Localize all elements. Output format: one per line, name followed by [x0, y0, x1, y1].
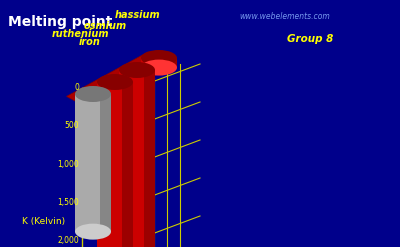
Text: iron: iron — [79, 37, 101, 47]
Polygon shape — [144, 70, 155, 247]
Text: 1,500: 1,500 — [57, 198, 79, 206]
Polygon shape — [66, 52, 170, 108]
Ellipse shape — [141, 50, 177, 66]
Ellipse shape — [97, 74, 133, 90]
Polygon shape — [166, 58, 177, 68]
Text: osmium: osmium — [84, 21, 126, 31]
Text: 2,000: 2,000 — [57, 235, 79, 245]
Polygon shape — [141, 58, 177, 68]
Text: 500: 500 — [64, 122, 79, 130]
Text: 0: 0 — [74, 83, 79, 92]
Polygon shape — [97, 82, 133, 247]
Text: hassium: hassium — [115, 10, 161, 20]
Ellipse shape — [141, 60, 177, 76]
Text: Group 8: Group 8 — [287, 34, 333, 44]
Text: Melting point: Melting point — [8, 15, 112, 29]
Text: ruthenium: ruthenium — [51, 29, 109, 39]
Text: K (Kelvin): K (Kelvin) — [22, 217, 66, 226]
Text: www.webelements.com: www.webelements.com — [240, 13, 330, 21]
Polygon shape — [100, 94, 111, 232]
Ellipse shape — [119, 62, 155, 78]
Polygon shape — [122, 82, 133, 247]
Polygon shape — [119, 70, 155, 247]
Ellipse shape — [75, 86, 111, 102]
Text: 1,000: 1,000 — [57, 160, 79, 168]
Ellipse shape — [75, 224, 111, 240]
Polygon shape — [75, 94, 111, 232]
